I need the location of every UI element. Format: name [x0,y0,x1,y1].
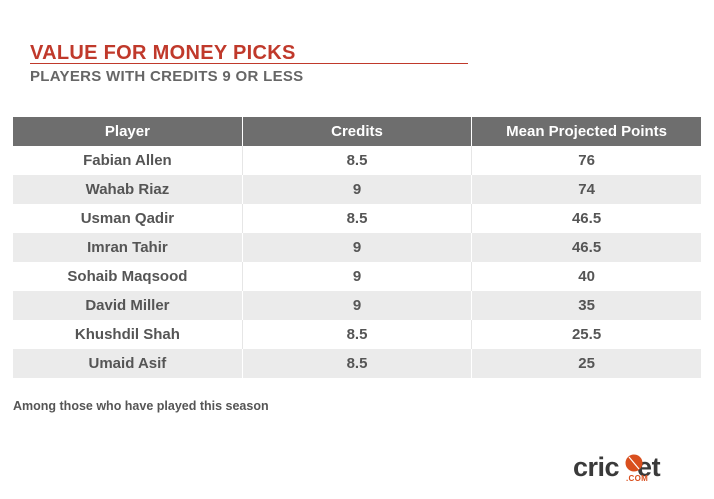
table-row: Imran Tahir 9 46.5 [13,233,701,262]
player-name-cell: Umaid Asif [13,349,243,378]
logo-wordmark-left: cric [573,452,620,482]
logo-wordmark: cric et [573,452,661,482]
points-cell: 25.5 [471,320,701,349]
points-cell: 35 [471,291,701,320]
points-cell: 74 [471,175,701,204]
credits-cell: 9 [242,175,473,204]
logo-wordmark-right: et [637,452,661,482]
points-cell: 46.5 [471,204,701,233]
column-header-credits: Credits [242,117,473,146]
footnote: Among those who have played this season [13,399,269,413]
cricket-com-logo[interactable]: cric et .COM [573,452,689,486]
points-cell: 40 [471,262,701,291]
credits-cell: 8.5 [242,146,473,175]
table-row: Khushdil Shah 8.5 25.5 [13,320,701,349]
credits-cell: 8.5 [242,204,473,233]
points-cell: 46.5 [471,233,701,262]
player-name-cell: Imran Tahir [13,233,243,262]
table-row: Wahab Riaz 9 74 [13,175,701,204]
players-table: Player Credits Mean Projected Points Fab… [13,117,701,378]
table-row: Sohaib Maqsood 9 40 [13,262,701,291]
table-row: David Miller 9 35 [13,291,701,320]
column-header-player: Player [13,117,243,146]
player-name-cell: Khushdil Shah [13,320,243,349]
player-name-cell: Usman Qadir [13,204,243,233]
player-name-cell: Fabian Allen [13,146,243,175]
credits-cell: 9 [242,233,473,262]
chart-subtitle: PLAYERS WITH CREDITS 9 OR LESS [30,68,304,85]
logo-dotcom: .COM [626,474,649,483]
points-cell: 76 [471,146,701,175]
table-row: Fabian Allen 8.5 76 [13,146,701,175]
table-header-row: Player Credits Mean Projected Points [13,117,701,146]
player-name-cell: Wahab Riaz [13,175,243,204]
player-name-cell: Sohaib Maqsood [13,262,243,291]
credits-cell: 9 [242,291,473,320]
table-row: Umaid Asif 8.5 25 [13,349,701,378]
player-name-cell: David Miller [13,291,243,320]
ball-seam [628,456,640,470]
table-row: Usman Qadir 8.5 46.5 [13,204,701,233]
title-underline [30,63,468,64]
cricket-ball-icon-svg [625,454,643,472]
column-header-points: Mean Projected Points [471,117,701,146]
points-cell: 25 [471,349,701,378]
credits-cell: 9 [242,262,473,291]
chart-title: VALUE FOR MONEY PICKS [30,42,296,64]
credits-cell: 8.5 [242,320,473,349]
cricket-ball-icon [625,454,643,472]
credits-cell: 8.5 [242,349,473,378]
